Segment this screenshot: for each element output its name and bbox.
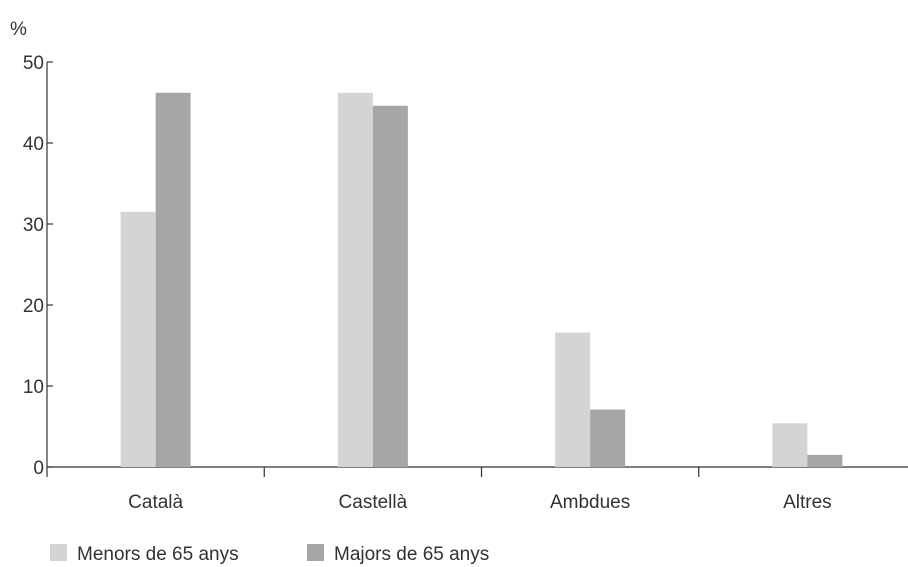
- x-category-label: Català: [128, 492, 183, 513]
- legend-label: Majors de 65 anys: [334, 544, 489, 565]
- x-category-label: Ambdues: [550, 492, 630, 513]
- bar-majors-2: [590, 409, 626, 467]
- y-tick-label: 20: [23, 296, 44, 317]
- bar-menors-2: [555, 332, 591, 467]
- y-axis: 0 10 20 30 40 50: [23, 53, 53, 479]
- y-tick-label: 10: [23, 377, 44, 398]
- bar-majors-1: [372, 105, 408, 468]
- y-axis-unit-label: %: [10, 19, 27, 40]
- bar-menors-0: [120, 211, 156, 467]
- legend-swatch: [307, 544, 324, 561]
- bar-majors-0: [155, 92, 191, 467]
- y-tick-label: 40: [23, 134, 44, 155]
- bar-majors-3: [807, 454, 843, 467]
- x-category-label: Castellà: [339, 492, 408, 513]
- x-axis: Català Castellà Ambdues Altres: [46, 466, 908, 513]
- legend: Menors de 65 anys Majors de 65 anys: [50, 544, 489, 565]
- legend-swatch: [50, 544, 67, 561]
- y-tick-label: 50: [23, 53, 44, 74]
- x-category-label: Altres: [783, 492, 832, 513]
- y-tick-label: 0: [33, 458, 44, 479]
- bar-menors-1: [337, 92, 373, 467]
- bars: [120, 92, 843, 468]
- y-tick-label: 30: [23, 215, 44, 236]
- legend-label: Menors de 65 anys: [77, 544, 239, 565]
- bar-menors-3: [772, 423, 808, 467]
